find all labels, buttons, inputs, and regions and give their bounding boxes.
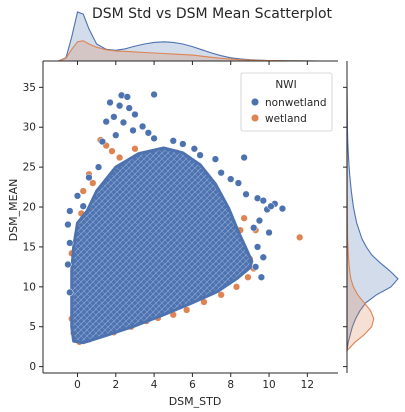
point-nonwetland [98,137,107,146]
y-tick-label: 30 [23,122,36,134]
dense-point-cloud-nonwetland [70,146,254,345]
point-nonwetland [138,122,147,131]
point-nonwetland [129,126,137,135]
point-nonwetland [278,204,287,213]
point-nonwetland [106,98,114,107]
x-tick-label: 6 [189,379,196,391]
point-nonwetland [211,155,220,163]
x-axis-label: DSM_STD [169,395,222,408]
y-axis-label: DSM_MEAN [7,179,20,242]
point-nonwetland [242,190,250,198]
x-tick-label: 0 [74,379,81,391]
legend-frame [240,72,333,132]
legend-marker-wetland [250,113,260,123]
point-wetland [108,147,116,155]
marginal-x-density [43,11,338,65]
legend-marker-nonwetland [250,97,260,107]
y-tick-label: 15 [23,241,36,253]
point-nonwetland [169,137,177,145]
point-nonwetland [255,216,264,225]
chart-title: DSM Std vs DSM Mean Scatterplot [92,6,333,22]
y-tick-label: 5 [29,321,36,333]
y-tick-label: 10 [23,281,36,293]
legend: NWI nonwetland wetland [240,72,333,132]
x-tick-label: 4 [151,379,158,391]
point-nonwetland [64,260,72,269]
point-nonwetland [64,220,72,229]
point-nonwetland [259,253,267,261]
point-nonwetland [144,129,153,137]
point-nonwetland [150,134,158,143]
x-tick-label: 8 [227,379,234,391]
axes: 0 2 4 6 8 10 12 0 5 10 15 20 25 30 35 [23,61,338,391]
scatter-plot-area [64,90,304,346]
point-nonwetland [259,196,267,205]
y-tick-label: 25 [23,162,36,174]
point-nonwetland [125,104,133,112]
point-nonwetland [257,273,266,281]
point-nonwetland [217,169,225,177]
point-wetland [240,214,248,222]
legend-label-wetland: wetland [265,113,307,125]
marginal-y-density [343,61,399,373]
point-nonwetland [123,93,131,101]
y-tick-label: 0 [29,361,36,373]
y-tick-label: 35 [23,82,36,94]
point-nonwetland [110,113,118,121]
point-wetland [89,179,97,187]
x-tick-label: 10 [262,379,275,391]
series-nonwetland [64,90,287,345]
point-nonwetland [267,202,275,210]
point-nonwetland [131,110,139,119]
y-tick-label: 20 [23,202,36,214]
point-nonwetland [79,202,87,210]
point-nonwetland [66,207,74,215]
point-nonwetland [251,263,260,271]
legend-title: NWI [275,79,296,91]
point-nonwetland [240,153,248,162]
point-nonwetland [250,224,258,232]
point-nonwetland [66,288,74,297]
point-nonwetland [85,173,93,182]
point-wetland [232,283,241,291]
x-tick-label: 2 [112,379,119,391]
point-nonwetland [94,163,103,171]
point-wetland [115,153,124,162]
point-nonwetland [227,175,235,183]
point-nonwetland [112,131,120,139]
point-nonwetland [265,228,273,237]
legend-label-nonwetland: nonwetland [265,97,327,109]
point-wetland [296,233,304,241]
point-nonwetland [150,90,158,99]
point-nonwetland [253,243,262,251]
point-nonwetland [196,151,204,159]
point-nonwetland [190,145,198,153]
point-nonwetland [119,118,128,127]
point-wetland [131,145,139,153]
point-nonwetland [234,179,243,187]
point-nonwetland [73,192,82,200]
point-wetland [79,187,87,195]
x-tick-label: 12 [301,379,314,391]
point-nonwetland [102,117,110,126]
point-nonwetland [179,140,187,148]
point-wetland [217,291,225,299]
point-nonwetland [66,239,74,247]
point-nonwetland [115,102,124,110]
point-wetland [244,273,252,281]
